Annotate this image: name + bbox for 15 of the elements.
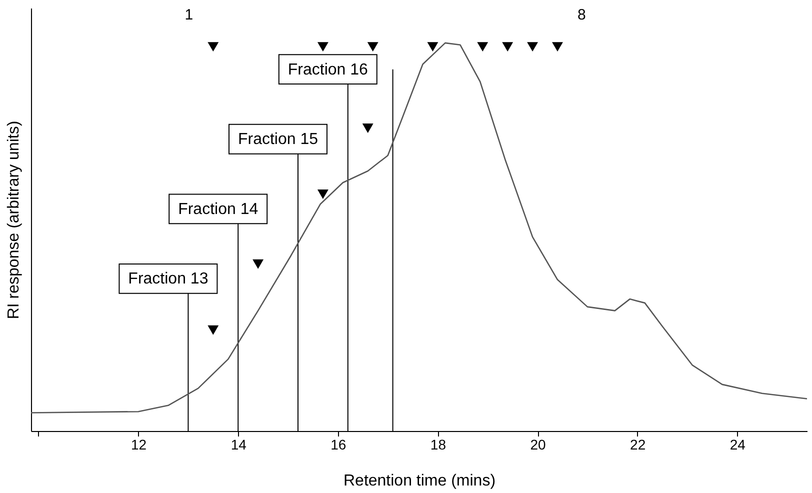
x-tick-label: 20	[530, 436, 546, 452]
ref-line-label: Fraction 13	[128, 270, 208, 288]
x-tick-label: 24	[730, 436, 746, 452]
x-tick-label: 12	[131, 436, 147, 452]
x-tick-label: 22	[630, 436, 646, 452]
x-tick-label: 16	[330, 436, 346, 452]
text: 1	[184, 6, 194, 24]
ref-line-label: Fraction 16	[288, 61, 368, 78]
x-tick-label: 18	[430, 436, 446, 452]
x-tick-label: 14	[230, 436, 247, 452]
ref-line-label: Fraction 15	[238, 131, 318, 148]
y-axis-title: RI response (arbitrary units)	[6, 120, 22, 320]
text: 8	[577, 6, 586, 24]
ref-line-label: Fraction 14	[178, 200, 258, 218]
x-axis-title: Retention time (mins)	[343, 472, 496, 490]
